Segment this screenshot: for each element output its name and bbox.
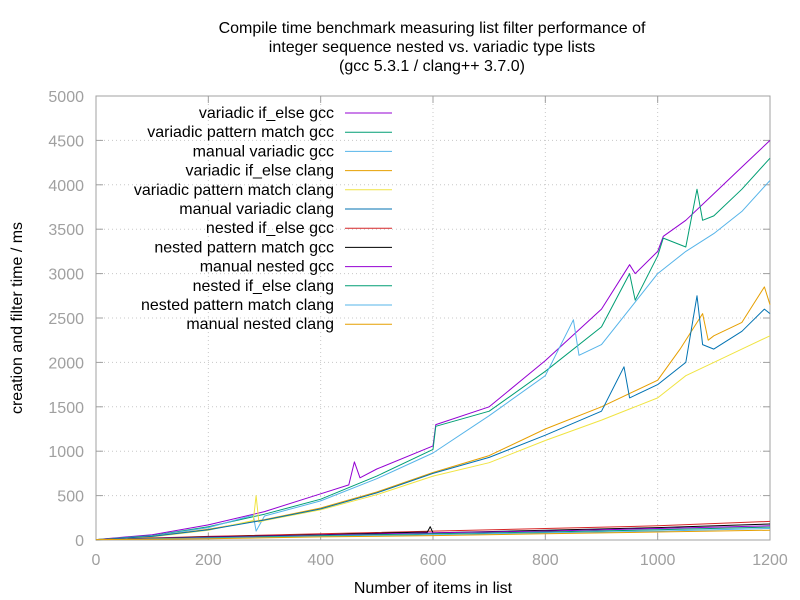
legend-entry-label: variadic if_else gcc <box>199 105 334 122</box>
x-tick-label: 400 <box>307 552 334 569</box>
series-lines <box>95 140 771 541</box>
legend-entry-label: manual variadic clang <box>179 201 334 218</box>
legend-entry-label: manual variadic gcc <box>193 143 334 160</box>
series-line-4 <box>95 335 771 541</box>
legend: variadic if_else gcc variadic pattern mat… <box>134 105 392 333</box>
series-line-0 <box>95 140 771 541</box>
legend-entry-label: variadic pattern match gcc <box>147 124 334 141</box>
legend-entry-label: variadic pattern match clang <box>134 182 334 199</box>
chart-title-line: Compile time benchmark measuring list fi… <box>219 20 646 37</box>
y-tick-label: 2500 <box>48 311 84 328</box>
y-tick-label: 500 <box>57 489 84 506</box>
series-line-1 <box>95 157 771 541</box>
y-tick-label: 5000 <box>48 89 84 106</box>
x-tick-label: 1000 <box>640 552 676 569</box>
x-tick-label: 800 <box>532 552 559 569</box>
series-line-11 <box>95 529 771 541</box>
y-tick-label: 1000 <box>48 444 84 461</box>
x-axis-label: Number of items in list <box>354 580 513 597</box>
series-line-5 <box>95 295 771 541</box>
x-tick-label: 600 <box>420 552 447 569</box>
chart-title: Compile time benchmark measuring list fi… <box>219 20 646 75</box>
chart-title-line: integer sequence nested vs. variadic typ… <box>269 39 595 56</box>
y-axis-ticks: 0 500 1000 1500 2000 2500 3000 3500 4000 4500 5000 <box>48 89 770 550</box>
y-tick-label: 0 <box>75 533 84 550</box>
y-tick-label: 1500 <box>48 400 84 417</box>
y-tick-label: 4500 <box>48 133 84 150</box>
x-axis-ticks: 0 200 400 600 800 1000 1200 <box>92 96 788 569</box>
legend-entry-label: nested pattern match gcc <box>154 239 334 256</box>
y-tick-label: 3500 <box>48 222 84 239</box>
y-tick-label: 2000 <box>48 355 84 372</box>
series-line-2 <box>95 180 771 541</box>
x-tick-label: 1200 <box>752 552 788 569</box>
legend-entry-label: nested pattern match clang <box>141 297 334 314</box>
y-axis-label: creation and filter time / ms <box>9 222 26 414</box>
legend-entry-label: nested if_else clang <box>193 278 334 295</box>
legend-entry-label: variadic if_else clang <box>185 163 334 180</box>
legend-entry-label: nested if_else gcc <box>206 220 334 237</box>
y-tick-label: 4000 <box>48 178 84 195</box>
x-tick-label: 0 <box>92 552 101 569</box>
legend-entry-label: manual nested gcc <box>200 259 334 276</box>
y-tick-label: 3000 <box>48 267 84 284</box>
legend-entry-label: manual nested clang <box>186 316 334 333</box>
chart-title-line: (gcc 5.3.1 / clang++ 3.7.0) <box>339 58 525 75</box>
x-tick-label: 200 <box>195 552 222 569</box>
